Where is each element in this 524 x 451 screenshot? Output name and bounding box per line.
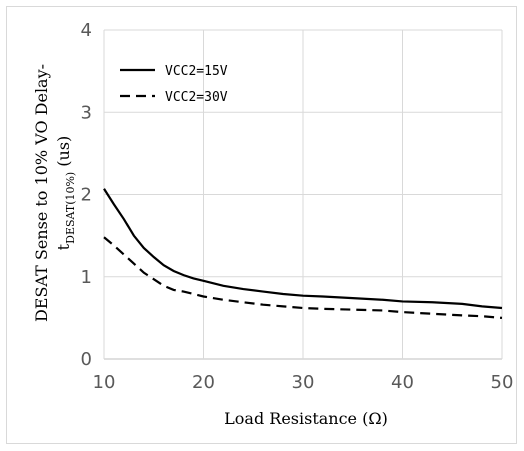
legend-label-0: VCC2=15V xyxy=(165,64,228,79)
chart-frame xyxy=(6,6,517,444)
y-tick-label-4: 4 xyxy=(81,20,92,41)
legend-label-1: VCC2=30V xyxy=(165,90,228,105)
y-axis-label-line1: DESAT Sense to 10% VO Delay- xyxy=(32,64,51,322)
y-axis-label-unit: (us) xyxy=(54,136,73,172)
y-axis-label-subscript: DESAT(10%) xyxy=(64,172,77,244)
x-tick-label-1: 20 xyxy=(192,372,215,393)
axis-layer: 0 1 2 3 4 10 20 30 40 50 xyxy=(81,20,514,393)
series-line-1 xyxy=(103,236,503,319)
x-tick-label-3: 40 xyxy=(391,372,414,393)
y-tick-label-2: 2 xyxy=(81,185,92,206)
x-tick-label-4: 50 xyxy=(491,372,514,393)
x-tick-label-0: 10 xyxy=(93,372,116,393)
grid-layer xyxy=(103,29,503,360)
y-axis-label-line2: tDESAT(10%) (us) xyxy=(54,136,77,251)
y-tick-label-0: 0 xyxy=(81,349,92,370)
x-axis-label: Load Resistance (Ω) xyxy=(224,409,388,428)
series-line-0 xyxy=(103,188,503,310)
y-axis-label-main: t xyxy=(54,243,73,250)
y-tick-label-3: 3 xyxy=(81,102,92,123)
series-layer xyxy=(103,188,503,319)
x-tick-label-2: 30 xyxy=(292,372,315,393)
y-tick-label-1: 1 xyxy=(81,267,92,288)
legend: VCC2=15V VCC2=30V xyxy=(120,64,228,105)
